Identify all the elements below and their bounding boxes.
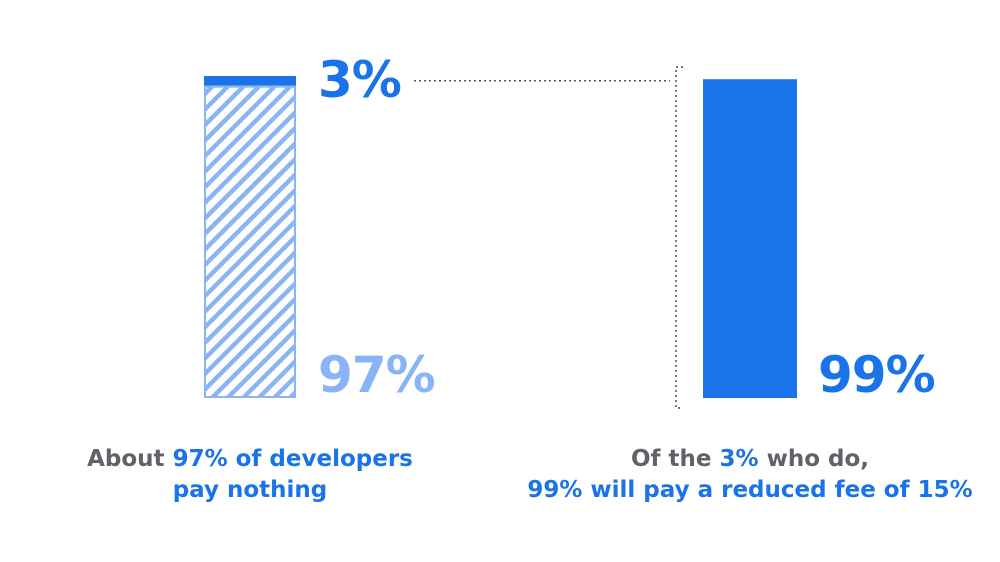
right-caption-line-2: 99% will pay a reduced fee of 15% — [527, 477, 973, 503]
connector-bracket — [675, 66, 683, 409]
left-bar-free-segment — [204, 85, 296, 398]
right-percent-label: 99% — [818, 346, 936, 404]
left-bar-paying-segment — [204, 76, 296, 86]
right-caption-suffix: who do, — [758, 446, 870, 472]
left-caption-line-2: pay nothing — [172, 477, 328, 503]
right-caption-highlight: 3% — [719, 446, 759, 472]
left-caption-prefix: About — [87, 446, 173, 472]
left-caption-highlight: 97% of developers — [172, 446, 413, 472]
left-bottom-percent-label: 97% — [318, 346, 436, 404]
right-bar-segment — [703, 79, 797, 398]
right-caption: Of the 3% who do, 99% will pay a reduced… — [520, 444, 980, 506]
right-caption-prefix: Of the — [630, 446, 720, 472]
left-caption-line-1: About 97% of developers — [60, 444, 440, 475]
right-caption-line-1: Of the 3% who do, — [520, 444, 980, 475]
left-caption: About 97% of developers pay nothing — [60, 444, 440, 506]
left-top-percent-label: 3% — [318, 51, 402, 109]
